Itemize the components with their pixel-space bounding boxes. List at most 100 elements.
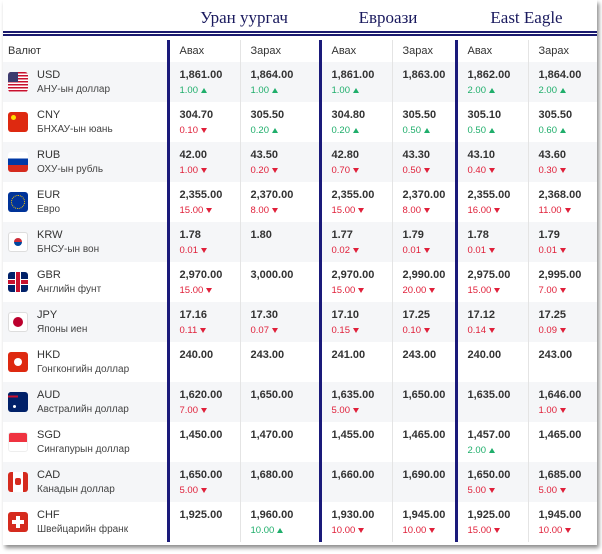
change-value: 0.09 (538, 325, 558, 336)
currency-code: SGD (37, 428, 61, 441)
arrow-down-icon (424, 207, 430, 213)
rate-value: 1,945.00 (538, 509, 582, 521)
rate-value: 2,368.00 (538, 189, 582, 201)
arrow-up-icon (353, 87, 359, 93)
rate-value: 1,925.00 (179, 509, 223, 521)
currency-name: Канадын доллар (37, 483, 115, 495)
sell-rate-cell: 2,370.00 8.00 (239, 182, 320, 222)
rate-change: 1.00 (180, 165, 240, 176)
currency-name: БНХАУ-ын юань (37, 123, 113, 135)
buy-rate-cell: 240.00 (166, 342, 240, 382)
buy-rate-cell: 2,355.00 15.00 (318, 182, 392, 222)
change-value: 15.00 (331, 285, 356, 296)
arrow-down-icon (564, 207, 571, 213)
table-row: JPY Японы иен 17.16 0.11 17.30 0.07 17.10 0.15 1… (3, 302, 597, 342)
rate-value: 43.60 (538, 149, 567, 161)
change-value: 0.02 (331, 245, 351, 256)
arrow-down-icon (201, 487, 207, 493)
rate-value: 17.10 (331, 309, 360, 321)
buy-header: Авах (166, 40, 240, 62)
rate-change: 15.00 (468, 285, 528, 296)
change-value: 10.00 (538, 525, 563, 536)
arrow-down-icon (560, 167, 566, 173)
arrow-down-icon (494, 207, 501, 213)
change-value: 1.00 (538, 405, 558, 416)
rate-change: 10.00 (251, 525, 319, 536)
change-value: 0.01 (179, 245, 199, 256)
currency-cell: EUR Евро (3, 182, 168, 222)
rate-value: 1,685.00 (538, 469, 582, 481)
sell-rate-cell: 1,646.00 1.00 (527, 382, 597, 422)
rate-value: 17.16 (179, 309, 208, 321)
sell-rate-cell: 243.00 (527, 342, 597, 382)
currency-cell: GBR Английн фунт (3, 262, 168, 302)
rate-change: 15.00 (332, 205, 392, 216)
arrow-down-icon (358, 527, 365, 533)
currency-cell: SGD Сингапурын доллар (3, 422, 168, 462)
rate-value: 1,861.00 (331, 69, 375, 81)
table-row: CAD Канадын доллар 1,650.00 5.00 1,680.00 1,6… (3, 462, 597, 502)
change-value: 11.00 (538, 205, 562, 216)
rate-value: 240.00 (179, 349, 214, 361)
arrow-up-icon (560, 127, 566, 133)
sell-header: Зарах (239, 40, 320, 62)
sell-rate-cell: 1,470.00 (239, 422, 320, 462)
sell-rate-cell: 305.50 0.20 (239, 102, 320, 142)
buy-rate-cell: 305.10 0.50 (454, 102, 528, 142)
rate-value: 2,970.00 (179, 269, 223, 281)
jp-flag-icon (8, 312, 28, 332)
buy-rate-cell: 1,925.00 15.00 (454, 502, 528, 542)
change-value: 2.00 (538, 85, 558, 96)
arrow-down-icon (494, 287, 501, 293)
rate-change: 0.40 (468, 165, 528, 176)
rate-value: 243.00 (250, 349, 285, 361)
sell-rate-cell: 17.30 0.07 (239, 302, 320, 342)
buy-rate-cell: 304.80 0.20 (318, 102, 392, 142)
change-value: 15.00 (467, 525, 492, 536)
currency-code: HKD (37, 348, 61, 361)
rate-value: 243.00 (402, 349, 437, 361)
rate-value: 1.80 (250, 229, 272, 241)
change-value: 20.00 (402, 285, 427, 296)
buy-rate-cell: 240.00 (454, 342, 528, 382)
arrow-down-icon (272, 207, 278, 213)
currency-code: USD (37, 68, 61, 81)
rate-value: 1.77 (331, 229, 353, 241)
rate-change: 7.00 (539, 285, 598, 296)
sell-rate-cell: 1,650.00 (239, 382, 320, 422)
change-value: 7.00 (179, 405, 199, 416)
arrow-down-icon (201, 407, 207, 413)
rate-value: 1,863.00 (402, 69, 446, 81)
change-value: 15.00 (179, 205, 204, 216)
rate-change: 5.00 (332, 405, 392, 416)
change-value: 0.60 (538, 125, 558, 136)
change-value: 15.00 (179, 285, 204, 296)
sell-rate-cell: 1,864.00 2.00 (527, 62, 597, 102)
rate-change: 15.00 (332, 285, 392, 296)
rate-value: 241.00 (331, 349, 366, 361)
rate-change: 16.00 (468, 205, 528, 216)
sell-rate-cell: 1,465.00 (527, 422, 597, 462)
rate-change: 0.10 (403, 325, 455, 336)
currency-cell: KRW БНСУ-ын вон (3, 222, 168, 262)
rate-change: 15.00 (468, 525, 528, 536)
us-flag-icon (8, 72, 28, 92)
rate-change: 10.00 (332, 525, 392, 536)
sell-rate-cell: 43.50 0.20 (239, 142, 320, 182)
rate-value: 2,975.00 (467, 269, 511, 281)
change-value: 1.00 (250, 85, 270, 96)
rate-change: 15.00 (180, 205, 240, 216)
buy-rate-cell: 1.78 0.01 (166, 222, 240, 262)
rate-change: 0.50 (403, 165, 455, 176)
currency-name: Австралийн доллар (37, 403, 129, 415)
rates-card: Уран уургач Евроази East Eagle Валют Ава… (3, 0, 597, 545)
sell-rate-cell: 305.50 0.60 (527, 102, 597, 142)
arrow-down-icon (200, 327, 207, 333)
rate-value: 2,990.00 (402, 269, 446, 281)
rate-change: 0.02 (332, 245, 392, 256)
rate-change: 0.30 (539, 165, 598, 176)
currency-name: АНУ-ын доллар (37, 83, 111, 95)
arrow-up-icon (560, 87, 566, 93)
buy-rate-cell: 1,660.00 (318, 462, 392, 502)
rate-value: 17.25 (538, 309, 567, 321)
